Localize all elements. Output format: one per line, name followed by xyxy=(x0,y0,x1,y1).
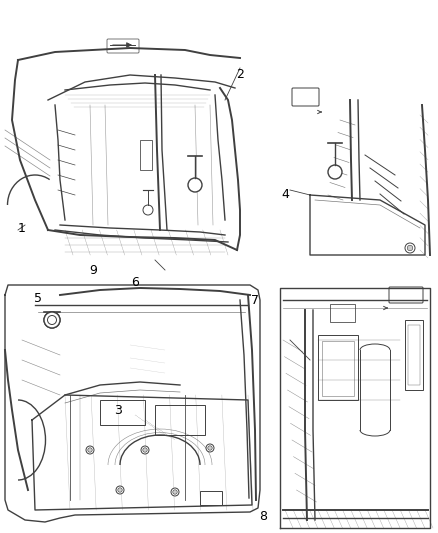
Text: 2: 2 xyxy=(236,69,244,82)
Text: 5: 5 xyxy=(34,292,42,304)
Bar xyxy=(405,320,423,390)
Text: 8: 8 xyxy=(259,511,267,523)
Circle shape xyxy=(86,446,94,454)
Circle shape xyxy=(328,165,342,179)
Bar xyxy=(322,341,354,396)
Bar xyxy=(155,405,205,435)
Text: 7: 7 xyxy=(251,294,259,306)
Text: 6: 6 xyxy=(131,276,139,288)
Circle shape xyxy=(141,446,149,454)
Circle shape xyxy=(206,444,214,452)
Bar xyxy=(408,325,420,385)
Bar xyxy=(330,304,355,322)
Circle shape xyxy=(407,245,413,251)
Text: 4: 4 xyxy=(281,189,289,201)
Circle shape xyxy=(116,486,124,494)
Circle shape xyxy=(188,178,202,192)
Circle shape xyxy=(88,448,92,452)
Circle shape xyxy=(405,243,415,253)
Bar xyxy=(200,491,222,505)
Circle shape xyxy=(143,448,147,452)
Bar xyxy=(100,400,145,425)
Text: 3: 3 xyxy=(114,403,122,416)
Circle shape xyxy=(143,205,153,215)
Circle shape xyxy=(44,312,60,328)
Text: 1: 1 xyxy=(18,222,26,235)
Text: 9: 9 xyxy=(89,263,97,277)
Circle shape xyxy=(208,446,212,450)
Circle shape xyxy=(171,488,179,496)
Circle shape xyxy=(173,490,177,494)
Circle shape xyxy=(118,488,122,492)
Bar xyxy=(140,140,152,170)
Circle shape xyxy=(44,312,60,328)
Bar xyxy=(318,335,358,400)
